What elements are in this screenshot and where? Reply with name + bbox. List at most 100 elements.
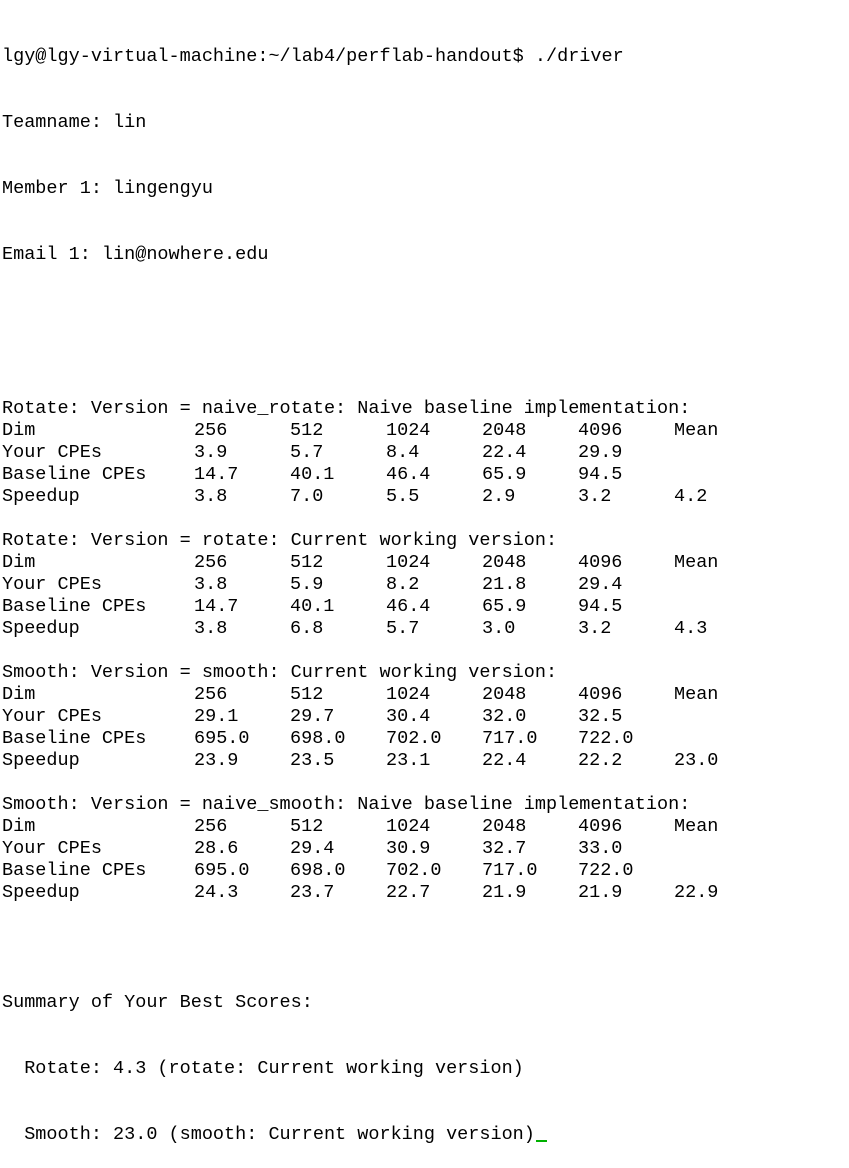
- row-label: Your CPEs: [2, 574, 102, 595]
- dim-row: Dim 256 512 1024 2048 4096 Mean: [2, 684, 847, 706]
- table-cell: 722.0: [578, 860, 634, 881]
- table-cell: 32.0: [482, 706, 527, 727]
- speedup-row: Speedup 3.8 7.0 5.5 2.9 3.2 4.2: [2, 486, 847, 508]
- row-label: Baseline CPEs: [2, 860, 147, 881]
- teamname-line: Teamname: lin: [2, 112, 147, 133]
- baseline-cpes-row: Baseline CPEs 14.7 40.1 46.4 65.9 94.5: [2, 464, 847, 486]
- table-cell: 4.2: [674, 486, 708, 507]
- table-cell: 22.2: [578, 750, 623, 771]
- row-label: Speedup: [2, 750, 80, 771]
- table-cell: 512: [290, 552, 324, 573]
- table-cell: 4096: [578, 552, 623, 573]
- row-label: Dim: [2, 420, 36, 441]
- table-cell: 94.5: [578, 464, 623, 485]
- section-header: Rotate: Version = rotate: Current workin…: [2, 530, 558, 551]
- table-cell: 3.0: [482, 618, 516, 639]
- row-label: Baseline CPEs: [2, 728, 147, 749]
- table-cell: 5.7: [386, 618, 420, 639]
- row-label: Speedup: [2, 882, 80, 903]
- table-cell: 1024: [386, 816, 431, 837]
- table-cell: 2048: [482, 816, 527, 837]
- table-cell: 30.4: [386, 706, 431, 727]
- table-cell: 32.7: [482, 838, 527, 859]
- section-header: Smooth: Version = smooth: Current workin…: [2, 662, 558, 683]
- blank-line: [2, 640, 847, 662]
- table-cell: 22.4: [482, 750, 527, 771]
- blank-line: [2, 508, 847, 530]
- row-label: Speedup: [2, 618, 80, 639]
- table-cell: 22.9: [674, 882, 719, 903]
- row-label: Dim: [2, 684, 36, 705]
- member-line: Member 1: lingengyu: [2, 178, 213, 199]
- row-label: Baseline CPEs: [2, 596, 147, 617]
- baseline-cpes-row: Baseline CPEs 695.0 698.0 702.0 717.0 722.0: [2, 860, 847, 882]
- section-header: Smooth: Version = naive_smooth: Naive ba…: [2, 794, 691, 815]
- table-cell: 2048: [482, 552, 527, 573]
- table-cell: 29.9: [578, 442, 623, 463]
- table-cell: 3.9: [194, 442, 228, 463]
- table-cell: 28.6: [194, 838, 239, 859]
- your-cpes-row: Your CPEs 3.9 5.7 8.4 22.4 29.9: [2, 442, 847, 464]
- table-cell: Mean: [674, 552, 719, 573]
- email-line: Email 1: lin@nowhere.edu: [2, 244, 269, 265]
- table-cell: Mean: [674, 684, 719, 705]
- speedup-row: Speedup 23.9 23.5 23.1 22.4 22.2 23.0: [2, 750, 847, 772]
- table-cell: 3.8: [194, 618, 228, 639]
- table-cell: 717.0: [482, 728, 538, 749]
- table-cell: 512: [290, 420, 324, 441]
- table-cell: 698.0: [290, 860, 346, 881]
- blank-line: [2, 310, 847, 332]
- row-label: Your CPEs: [2, 838, 102, 859]
- table-cell: Mean: [674, 420, 719, 441]
- table-cell: 21.8: [482, 574, 527, 595]
- table-cell: 22.7: [386, 882, 431, 903]
- table-cell: 40.1: [290, 596, 335, 617]
- table-cell: 24.3: [194, 882, 239, 903]
- baseline-cpes-row: Baseline CPEs 695.0 698.0 702.0 717.0 722.0: [2, 728, 847, 750]
- table-cell: 29.4: [578, 574, 623, 595]
- table-cell: 23.9: [194, 750, 239, 771]
- table-cell: 22.4: [482, 442, 527, 463]
- table-cell: 256: [194, 552, 228, 573]
- table-cell: 698.0: [290, 728, 346, 749]
- table-cell: 256: [194, 816, 228, 837]
- table-cell: 65.9: [482, 464, 527, 485]
- table-cell: 1024: [386, 684, 431, 705]
- table-cell: 40.1: [290, 464, 335, 485]
- table-cell: 4096: [578, 420, 623, 441]
- row-label: Speedup: [2, 486, 80, 507]
- table-cell: 695.0: [194, 860, 250, 881]
- table-cell: 14.7: [194, 596, 239, 617]
- table-cell: 29.1: [194, 706, 239, 727]
- table-cell: 21.9: [578, 882, 623, 903]
- table-cell: 512: [290, 684, 324, 705]
- row-label: Baseline CPEs: [2, 464, 147, 485]
- table-cell: 33.0: [578, 838, 623, 859]
- table-cell: 2.9: [482, 486, 516, 507]
- table-cell: 3.8: [194, 574, 228, 595]
- table-cell: 23.5: [290, 750, 335, 771]
- table-cell: 1024: [386, 552, 431, 573]
- dim-row: Dim 256 512 1024 2048 4096 Mean: [2, 816, 847, 838]
- table-cell: 256: [194, 684, 228, 705]
- table-cell: 29.7: [290, 706, 335, 727]
- table-cell: 702.0: [386, 860, 442, 881]
- row-label: Dim: [2, 552, 36, 573]
- dim-row: Dim 256 512 1024 2048 4096 Mean: [2, 552, 847, 574]
- table-cell: Mean: [674, 816, 719, 837]
- table-cell: 4096: [578, 816, 623, 837]
- table-cell: 6.8: [290, 618, 324, 639]
- table-cell: 256: [194, 420, 228, 441]
- table-cell: 3.2: [578, 486, 612, 507]
- section-header: Rotate: Version = naive_rotate: Naive ba…: [2, 398, 691, 419]
- your-cpes-row: Your CPEs 3.8 5.9 8.2 21.8 29.4: [2, 574, 847, 596]
- row-label: Your CPEs: [2, 442, 102, 463]
- table-cell: 94.5: [578, 596, 623, 617]
- blank-line: [2, 772, 847, 794]
- summary-smooth-text: Smooth: 23.0 (smooth: Current working ve…: [2, 1124, 535, 1145]
- row-label: Dim: [2, 816, 36, 837]
- table-cell: 23.1: [386, 750, 431, 771]
- table-cell: 8.4: [386, 442, 420, 463]
- table-cell: 8.2: [386, 574, 420, 595]
